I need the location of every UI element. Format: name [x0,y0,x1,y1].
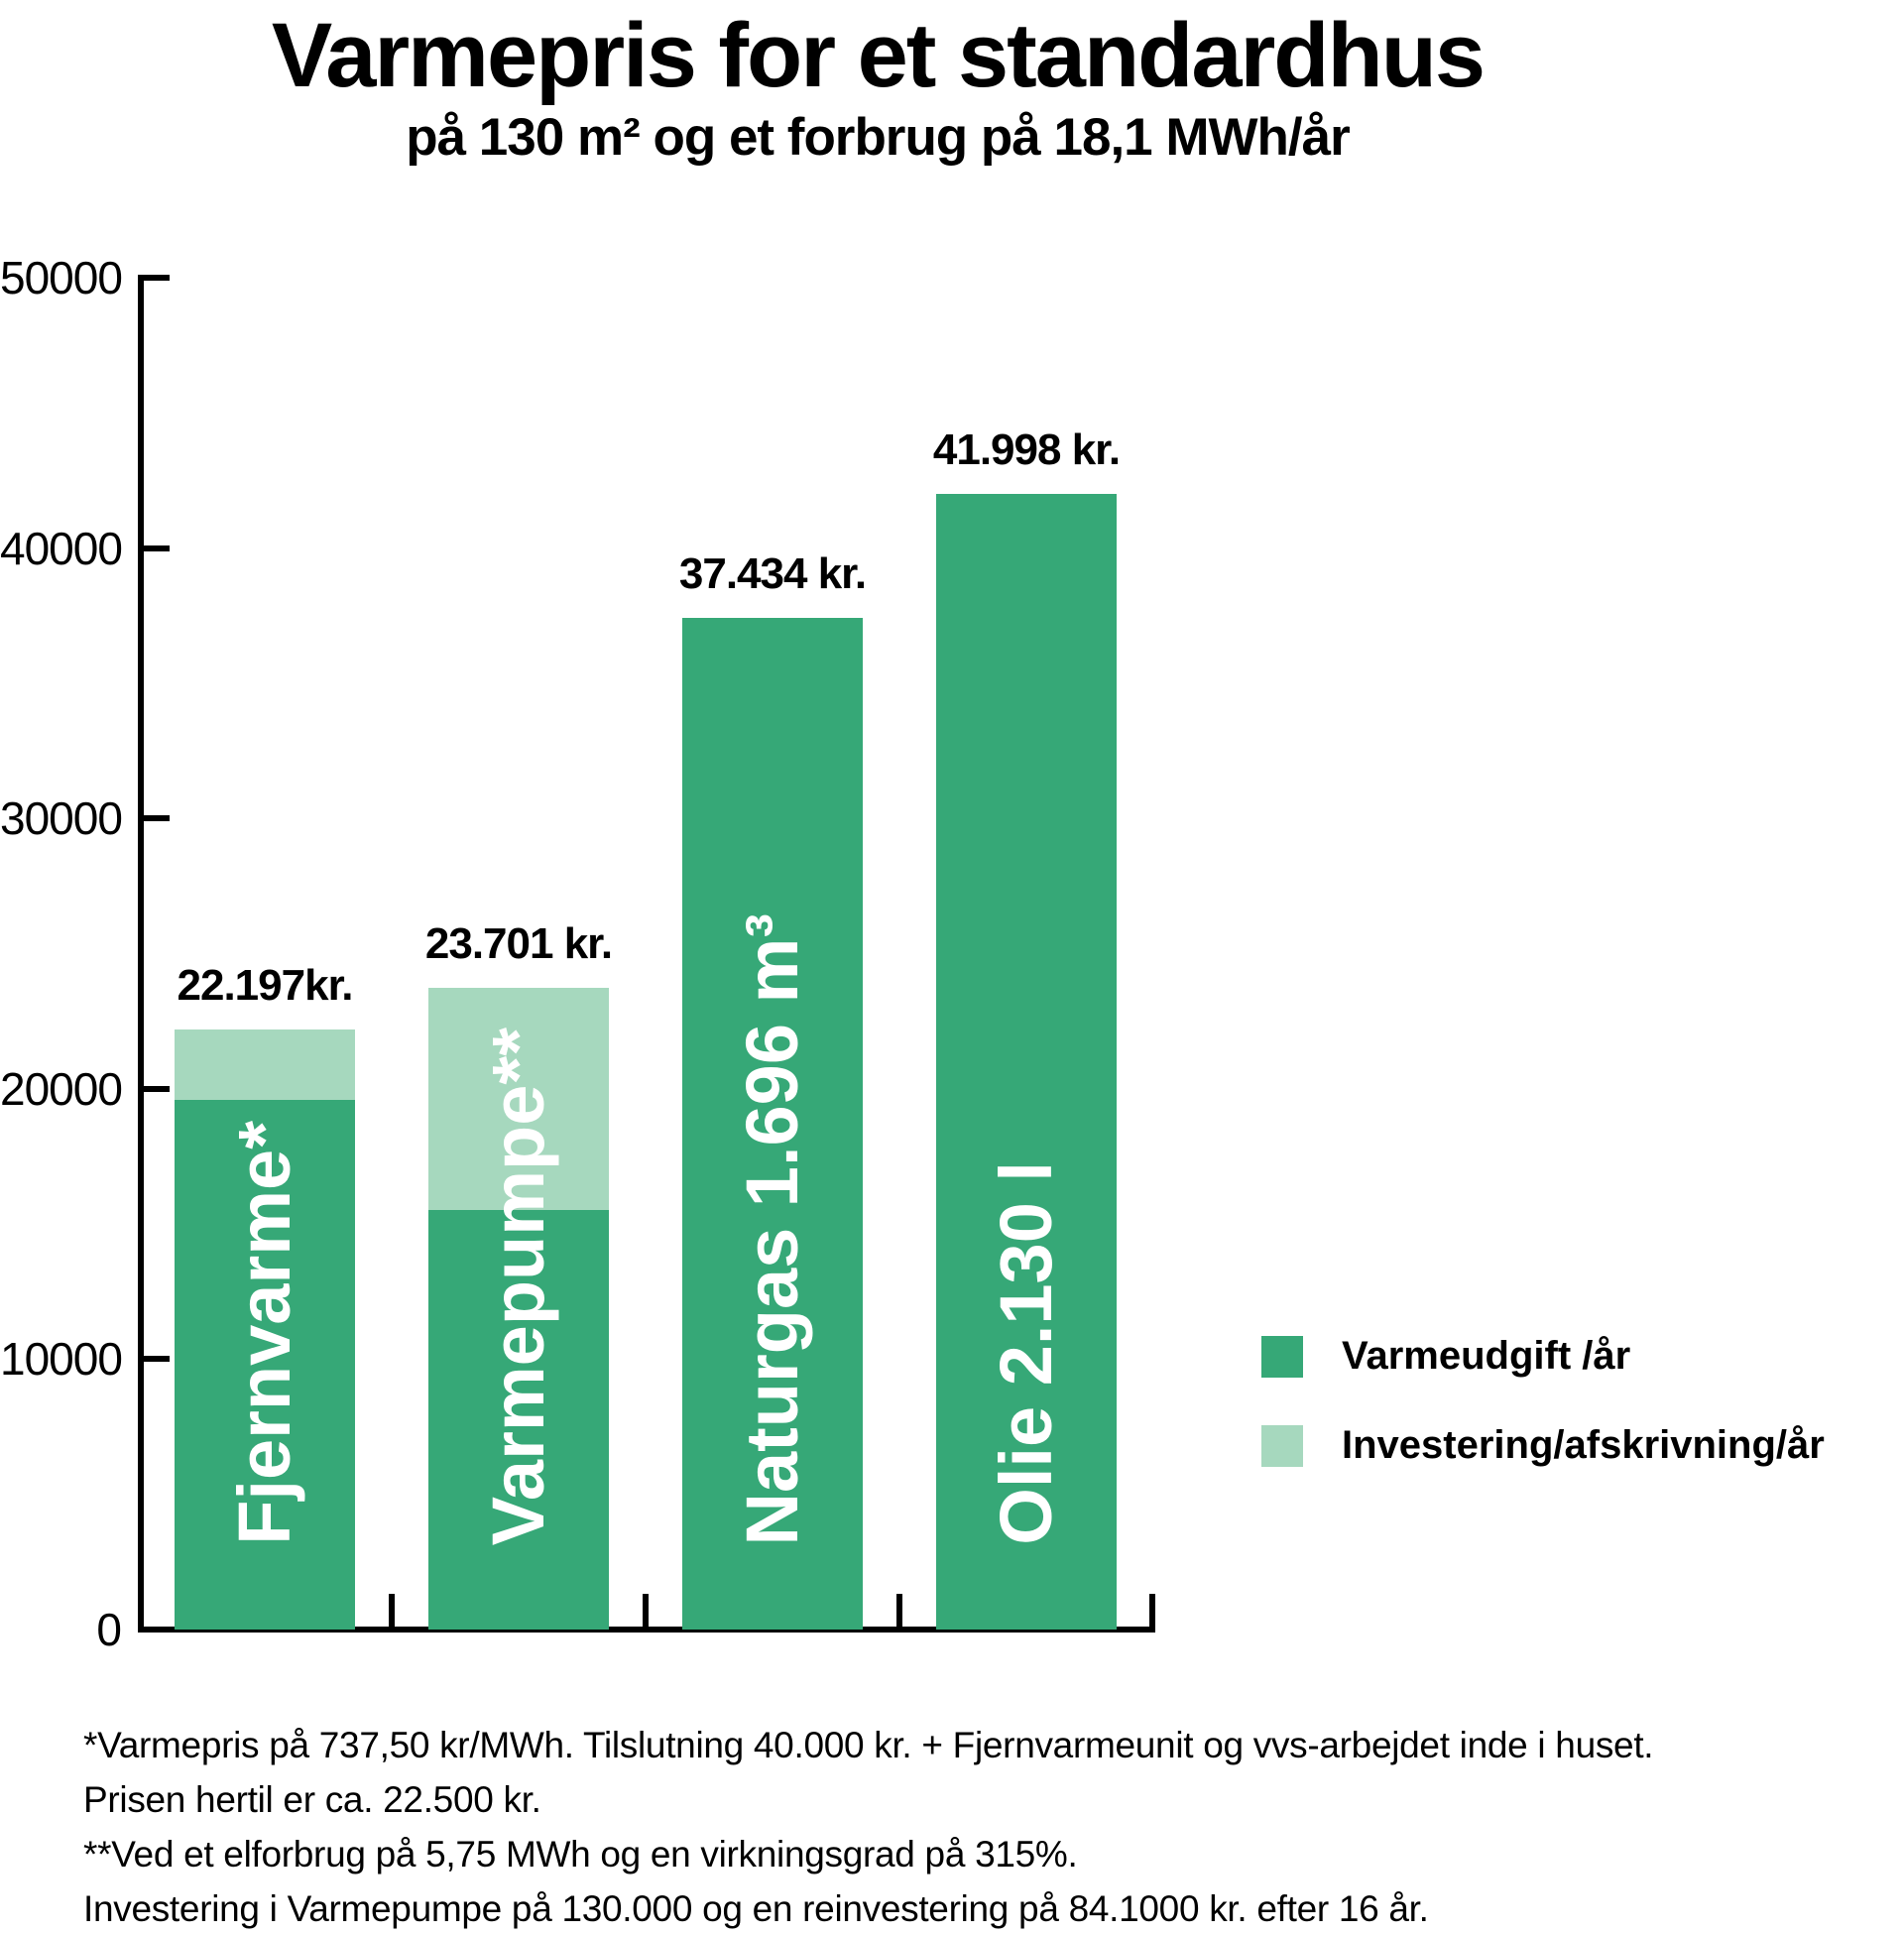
legend-swatch-varmeudgift [1261,1335,1303,1378]
y-tick-label: 40000 [0,522,123,574]
bar-name-label: Fjernvarme* [223,1121,306,1545]
bar-value-label-fjernvarme: 22.197kr. [177,961,354,1010]
y-tick [144,1085,170,1092]
bar-value-label-olie-2-130-l: 41.998 kr. [932,425,1121,474]
bar-name-fjernvarme: Fjernvarme* [175,1029,355,1545]
bar-name-label: Olie 2.130 l [985,1161,1068,1545]
footnotes: *Varmepris på 737,50 kr/MWh. Tilslutning… [83,1718,1878,1936]
bar-segment-varmeudgift-naturgas-1-696-m [682,618,863,1630]
bar-name-olie-2-130-l: Olie 2.130 l [936,494,1117,1545]
y-tick [144,1627,170,1633]
bar-segment-investering-varmepumpe [428,988,609,1210]
bar-name-label: Varmepumpe** [477,1027,560,1545]
bar-segment-varmeudgift-olie-2-130-l [936,494,1117,1630]
y-tick [144,275,170,281]
y-tick-label: 30000 [0,792,123,845]
bar-name-naturgas-1-696-m: Naturgas 1.696 m³ [682,618,863,1546]
bar-value-label-naturgas-1-696-m: 37.434 kr. [678,549,867,598]
y-tick [144,1356,170,1363]
chart-title: Varmepris for et standardhus [271,5,1486,106]
chart-subtitle: på 130 m² og et forbrug på 18,1 MWh/år [406,108,1351,167]
bar-segment-varmeudgift-varmepumpe [428,1210,609,1630]
y-tick-label: 0 [96,1604,122,1655]
legend-label-varmeudgift: Varmeudgift /år [1342,1334,1631,1378]
footnote-line-3: **Ved et elforbrug på 5,75 MWh og en vir… [83,1834,1078,1875]
y-tick [144,544,170,551]
footnote-line-4: Investering i Varmepumpe på 130.000 og e… [83,1888,1429,1929]
bar-segment-varmeudgift-fjernvarme [175,1100,355,1630]
y-tick-label: 20000 [0,1062,123,1115]
bar-value-label-varmepumpe: 23.701 kr. [424,919,613,968]
y-tick [144,815,170,822]
bar-name-label: Naturgas 1.696 m³ [731,912,814,1546]
legend-item-varmeudgift: Varmeudgift /år [1261,1334,1630,1379]
footnote-line-1: *Varmepris på 737,50 kr/MWh. Tilslutning… [83,1725,1654,1765]
footnote-line-2: Prisen hertil er ca. 22.500 kr. [83,1779,541,1820]
legend-item-investering: Investering/afskrivning/år [1261,1423,1825,1468]
x-axis [138,1627,1155,1633]
y-tick-label: 50000 [0,252,123,303]
x-tick [389,1594,395,1627]
bar-segment-investering-fjernvarme [175,1029,355,1100]
x-tick [643,1594,649,1627]
x-tick [896,1594,902,1627]
legend-label-investering: Investering/afskrivning/år [1342,1423,1825,1467]
y-axis [138,275,144,1633]
legend-swatch-investering [1261,1424,1303,1467]
y-tick-label: 10000 [0,1333,123,1386]
bar-name-varmepumpe: Varmepumpe** [428,988,609,1545]
x-tick [1149,1594,1155,1627]
